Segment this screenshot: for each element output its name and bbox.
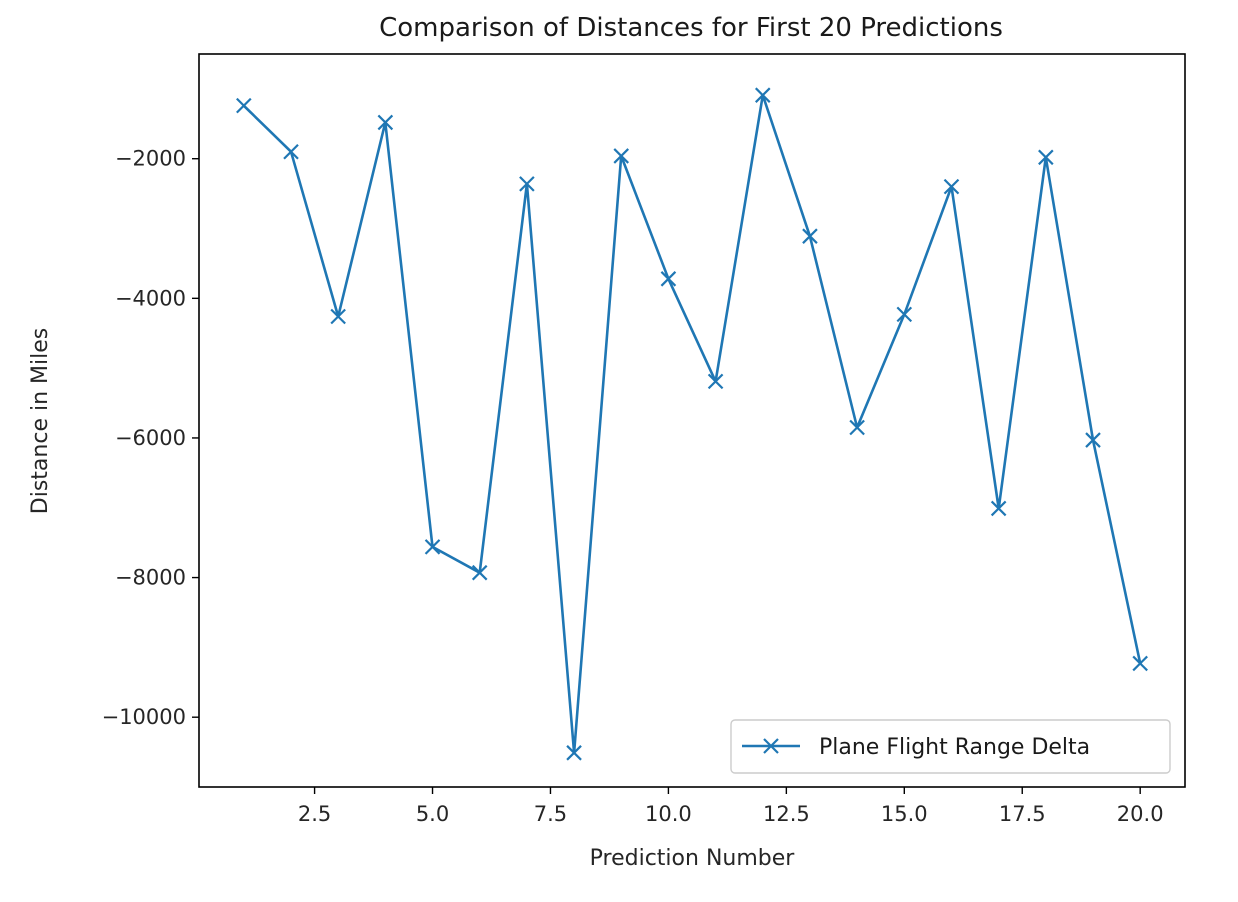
x-tick-label: 7.5	[534, 802, 567, 826]
y-tick-label: −4000	[115, 286, 186, 310]
data-point-marker	[330, 308, 346, 325]
x-axis: 2.5 5.0 7.5 10.0 12.5 15.0 17.5 20.0	[298, 787, 1164, 826]
data-point-marker	[1085, 432, 1101, 448]
series-line	[242, 93, 1142, 755]
series-layer	[236, 87, 1148, 761]
data-point-marker	[849, 419, 865, 436]
data-point-marker	[519, 176, 535, 192]
x-tick-label: 2.5	[298, 802, 331, 826]
data-point-marker	[377, 114, 394, 131]
data-point-marker	[471, 564, 488, 581]
data-point-marker	[424, 539, 441, 555]
data-point-marker	[236, 97, 252, 114]
data-point-marker	[943, 178, 960, 195]
data-point-marker	[990, 500, 1007, 517]
x-tick-label: 17.5	[999, 802, 1046, 826]
x-tick-label: 15.0	[881, 802, 928, 826]
y-tick-label: −2000	[115, 147, 186, 171]
data-point-marker	[613, 148, 630, 164]
y-tick-label: −10000	[102, 705, 186, 729]
y-axis-title: Distance in Miles	[28, 328, 53, 514]
data-point-marker	[566, 745, 582, 761]
legend: Plane Flight Range Delta	[730, 719, 1171, 774]
data-point-marker	[283, 143, 299, 160]
chart-title: Comparison of Distances for First 20 Pre…	[379, 13, 1003, 43]
legend-entry-label: Plane Flight Range Delta	[819, 735, 1090, 760]
x-tick-label: 12.5	[763, 802, 810, 826]
plot-area-frame	[198, 53, 1186, 788]
x-tick-label: 10.0	[645, 802, 692, 826]
y-tick-label: −8000	[115, 566, 186, 590]
data-point-marker	[896, 306, 913, 323]
data-point-marker	[1132, 655, 1148, 672]
x-tick-label: 20.0	[1117, 802, 1164, 826]
y-tick-label: −6000	[115, 426, 186, 450]
legend-box	[730, 719, 1171, 774]
y-axis: −2000 −4000 −6000 −8000 −10000	[102, 147, 199, 729]
data-point-marker	[754, 87, 771, 103]
data-point-marker	[1038, 149, 1054, 166]
data-point-marker	[802, 228, 818, 244]
data-point-marker	[707, 373, 724, 390]
x-tick-label: 5.0	[416, 802, 449, 826]
x-axis-title: Prediction Number	[590, 846, 796, 871]
legend-marker-x-icon	[763, 738, 779, 754]
data-point-marker	[660, 271, 677, 287]
